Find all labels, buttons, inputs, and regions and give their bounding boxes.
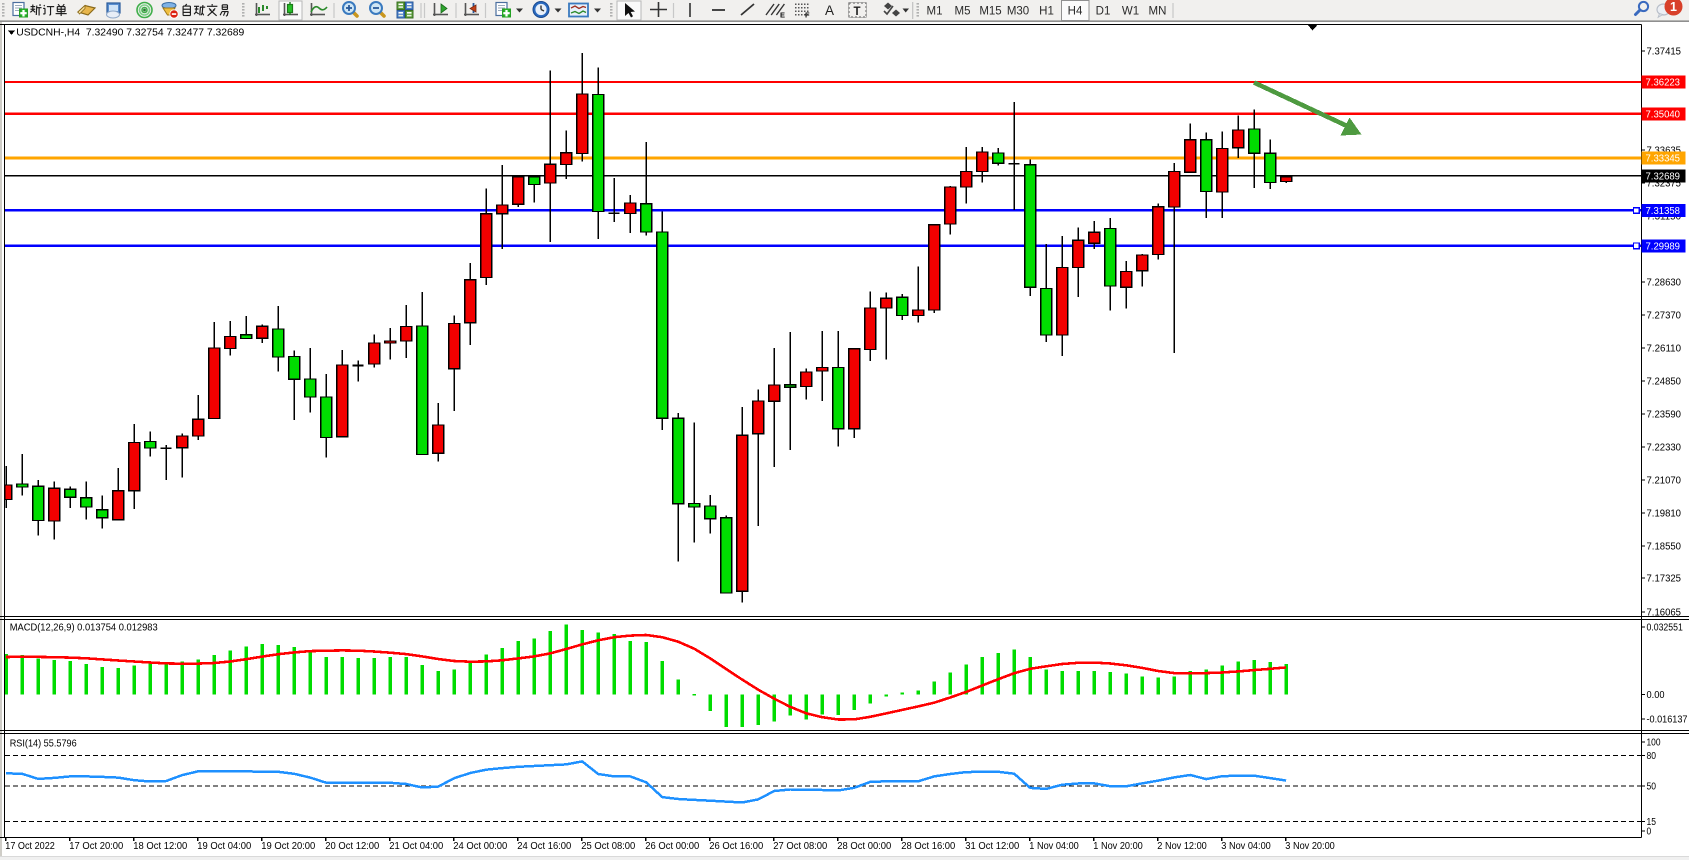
svg-text:50: 50 bbox=[1647, 782, 1657, 793]
svg-text:USDCNH-,H4 7.32490 7.32754 7.: USDCNH-,H4 7.32490 7.32754 7.32477 7.326… bbox=[16, 27, 244, 39]
svg-text:15: 15 bbox=[1647, 817, 1657, 828]
svg-text:7.32689: 7.32689 bbox=[1646, 171, 1681, 182]
svg-text:7.16065: 7.16065 bbox=[1647, 608, 1682, 619]
svg-text:D1: D1 bbox=[1096, 6, 1111, 18]
svg-text:7.31358: 7.31358 bbox=[1646, 206, 1681, 217]
svg-text:E: E bbox=[780, 11, 785, 20]
svg-text:MACD(12,26,9) 0.013754 0.01298: MACD(12,26,9) 0.013754 0.012983 bbox=[10, 622, 158, 634]
svg-text:24 Oct 16:00: 24 Oct 16:00 bbox=[517, 841, 571, 852]
svg-text:F: F bbox=[805, 11, 810, 20]
svg-text:7.24850: 7.24850 bbox=[1647, 377, 1682, 388]
svg-text:7.27370: 7.27370 bbox=[1647, 311, 1682, 322]
svg-text:26 Oct 00:00: 26 Oct 00:00 bbox=[645, 841, 699, 852]
svg-text:3 Nov 20:00: 3 Nov 20:00 bbox=[1285, 841, 1335, 852]
svg-text:17 Oct 2022: 17 Oct 2022 bbox=[5, 841, 55, 852]
svg-text:1: 1 bbox=[1670, 0, 1677, 14]
svg-text:M1: M1 bbox=[927, 6, 943, 18]
svg-text:7.33345: 7.33345 bbox=[1646, 154, 1681, 165]
svg-text:T: T bbox=[854, 6, 861, 18]
svg-text:1 Nov 20:00: 1 Nov 20:00 bbox=[1093, 841, 1143, 852]
svg-text:3 Nov 04:00: 3 Nov 04:00 bbox=[1221, 841, 1271, 852]
svg-text:7.26110: 7.26110 bbox=[1647, 344, 1682, 355]
svg-text:7.35040: 7.35040 bbox=[1646, 109, 1681, 120]
svg-text:19 Oct 20:00: 19 Oct 20:00 bbox=[261, 841, 315, 852]
svg-text:25 Oct 08:00: 25 Oct 08:00 bbox=[581, 841, 635, 852]
svg-text:28 Oct 16:00: 28 Oct 16:00 bbox=[901, 841, 955, 852]
svg-text:24 Oct 00:00: 24 Oct 00:00 bbox=[453, 841, 507, 852]
svg-text:18 Oct 12:00: 18 Oct 12:00 bbox=[133, 841, 187, 852]
svg-text:7.32375: 7.32375 bbox=[1647, 179, 1682, 190]
svg-text:80: 80 bbox=[1647, 751, 1657, 762]
svg-text:H4: H4 bbox=[1068, 6, 1083, 18]
svg-text:M15: M15 bbox=[979, 6, 1001, 18]
svg-text:H1: H1 bbox=[1039, 6, 1054, 18]
svg-text:19 Oct 04:00: 19 Oct 04:00 bbox=[197, 841, 251, 852]
svg-text:M30: M30 bbox=[1007, 6, 1029, 18]
svg-text:-0.016137: -0.016137 bbox=[1647, 715, 1688, 726]
svg-text:1 Nov 04:00: 1 Nov 04:00 bbox=[1029, 841, 1079, 852]
svg-text:31 Oct 12:00: 31 Oct 12:00 bbox=[965, 841, 1019, 852]
svg-text:28 Oct 00:00: 28 Oct 00:00 bbox=[837, 841, 891, 852]
svg-text:M5: M5 bbox=[955, 6, 971, 18]
svg-text:17 Oct 20:00: 17 Oct 20:00 bbox=[69, 841, 123, 852]
svg-text:RSI(14) 55.5796: RSI(14) 55.5796 bbox=[10, 738, 77, 750]
svg-text:2 Nov 12:00: 2 Nov 12:00 bbox=[1157, 841, 1207, 852]
svg-text:7.33635: 7.33635 bbox=[1647, 146, 1682, 157]
svg-text:7.29989: 7.29989 bbox=[1646, 241, 1681, 252]
svg-text:0: 0 bbox=[1647, 827, 1652, 838]
svg-text:7.28630: 7.28630 bbox=[1647, 278, 1682, 289]
svg-text:7.19810: 7.19810 bbox=[1647, 509, 1682, 520]
svg-text:0.032551: 0.032551 bbox=[1647, 623, 1684, 634]
svg-text:7.21070: 7.21070 bbox=[1647, 476, 1682, 487]
svg-text:W1: W1 bbox=[1122, 6, 1139, 18]
svg-text:20 Oct 12:00: 20 Oct 12:00 bbox=[325, 841, 379, 852]
svg-text:7.37415: 7.37415 bbox=[1647, 47, 1682, 58]
svg-text:100: 100 bbox=[1647, 738, 1661, 749]
svg-text:7.36223: 7.36223 bbox=[1646, 78, 1681, 89]
svg-text:7.22330: 7.22330 bbox=[1647, 443, 1682, 454]
svg-text:0.00: 0.00 bbox=[1647, 690, 1665, 701]
svg-text:21 Oct 04:00: 21 Oct 04:00 bbox=[389, 841, 443, 852]
svg-text:A: A bbox=[825, 3, 834, 18]
svg-text:7.18550: 7.18550 bbox=[1647, 542, 1682, 553]
svg-text:27 Oct 08:00: 27 Oct 08:00 bbox=[773, 841, 827, 852]
svg-text:26 Oct 16:00: 26 Oct 16:00 bbox=[709, 841, 763, 852]
svg-text:7.17325: 7.17325 bbox=[1647, 574, 1682, 585]
svg-text:MN: MN bbox=[1149, 6, 1167, 18]
svg-text:7.31150: 7.31150 bbox=[1647, 212, 1682, 223]
svg-text:7.23590: 7.23590 bbox=[1647, 410, 1682, 421]
